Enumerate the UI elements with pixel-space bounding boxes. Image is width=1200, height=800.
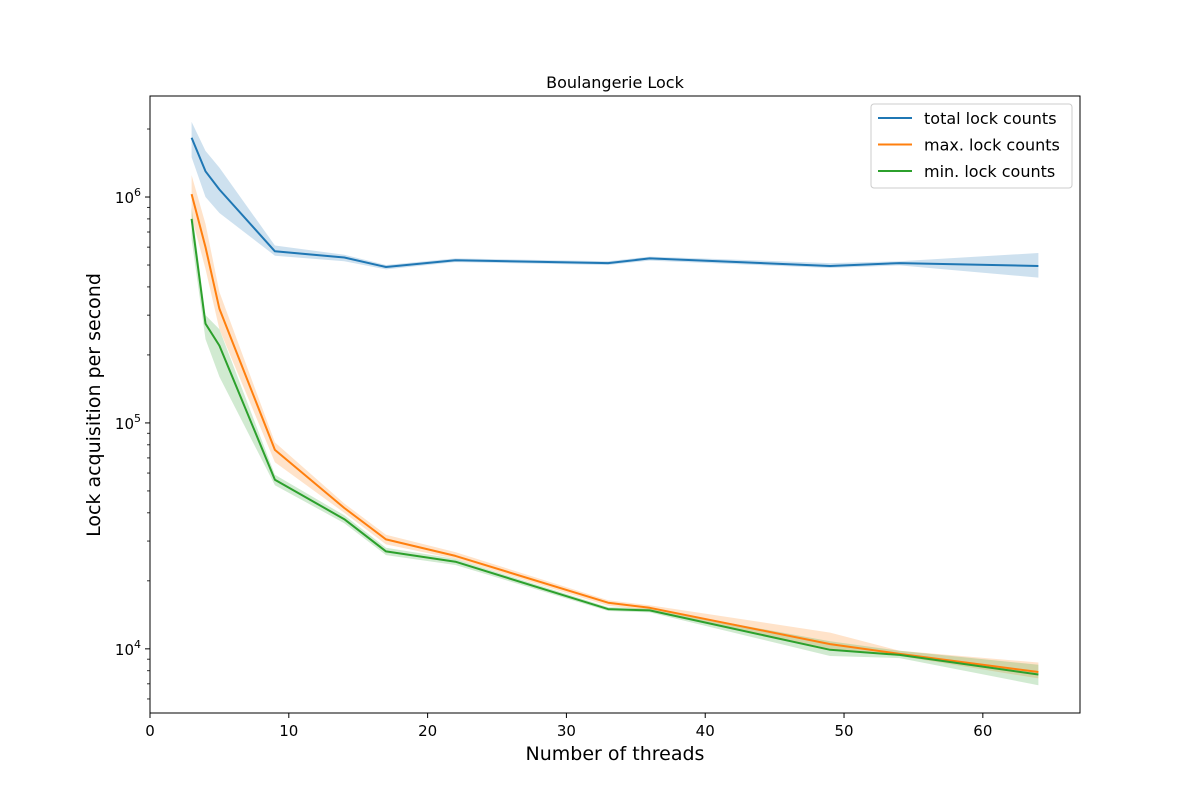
x-tick-label: 20 [418,722,437,740]
x-axis: 0 10 20 30 40 50 60 [145,713,992,740]
series-2-band [191,207,1039,686]
x-tick-label: 50 [834,722,853,740]
legend-label: total lock counts [924,109,1057,128]
series-0-line [190,137,1039,268]
series-1-line [190,193,1039,673]
legend-box [870,103,1073,189]
x-tick-label: 10 [279,722,298,740]
x-tick-label: 60 [973,722,992,740]
legend: total lock counts max. lock counts min. lo… [870,103,1073,189]
confidence-bands [191,121,1039,686]
series-lines [190,137,1039,676]
y-tick-label: 104 [115,638,141,659]
series-0-band [191,121,1039,278]
legend-label: max. lock counts [924,136,1060,155]
x-tick-label: 30 [557,722,576,740]
y-axis-label: Lock acquisition per second [83,273,105,537]
x-axis-label: Number of threads [526,743,705,765]
series-2-line [190,218,1039,676]
y-tick-label: 105 [115,412,141,433]
chart-title: Boulangerie Lock [546,73,684,92]
plot-frame [149,95,1081,714]
y-tick-label: 106 [115,186,141,207]
x-tick-label: 0 [145,722,155,740]
x-tick-label: 40 [696,722,715,740]
y-axis: 104 105 106 [115,128,150,700]
legend-label: min. lock counts [924,162,1055,181]
